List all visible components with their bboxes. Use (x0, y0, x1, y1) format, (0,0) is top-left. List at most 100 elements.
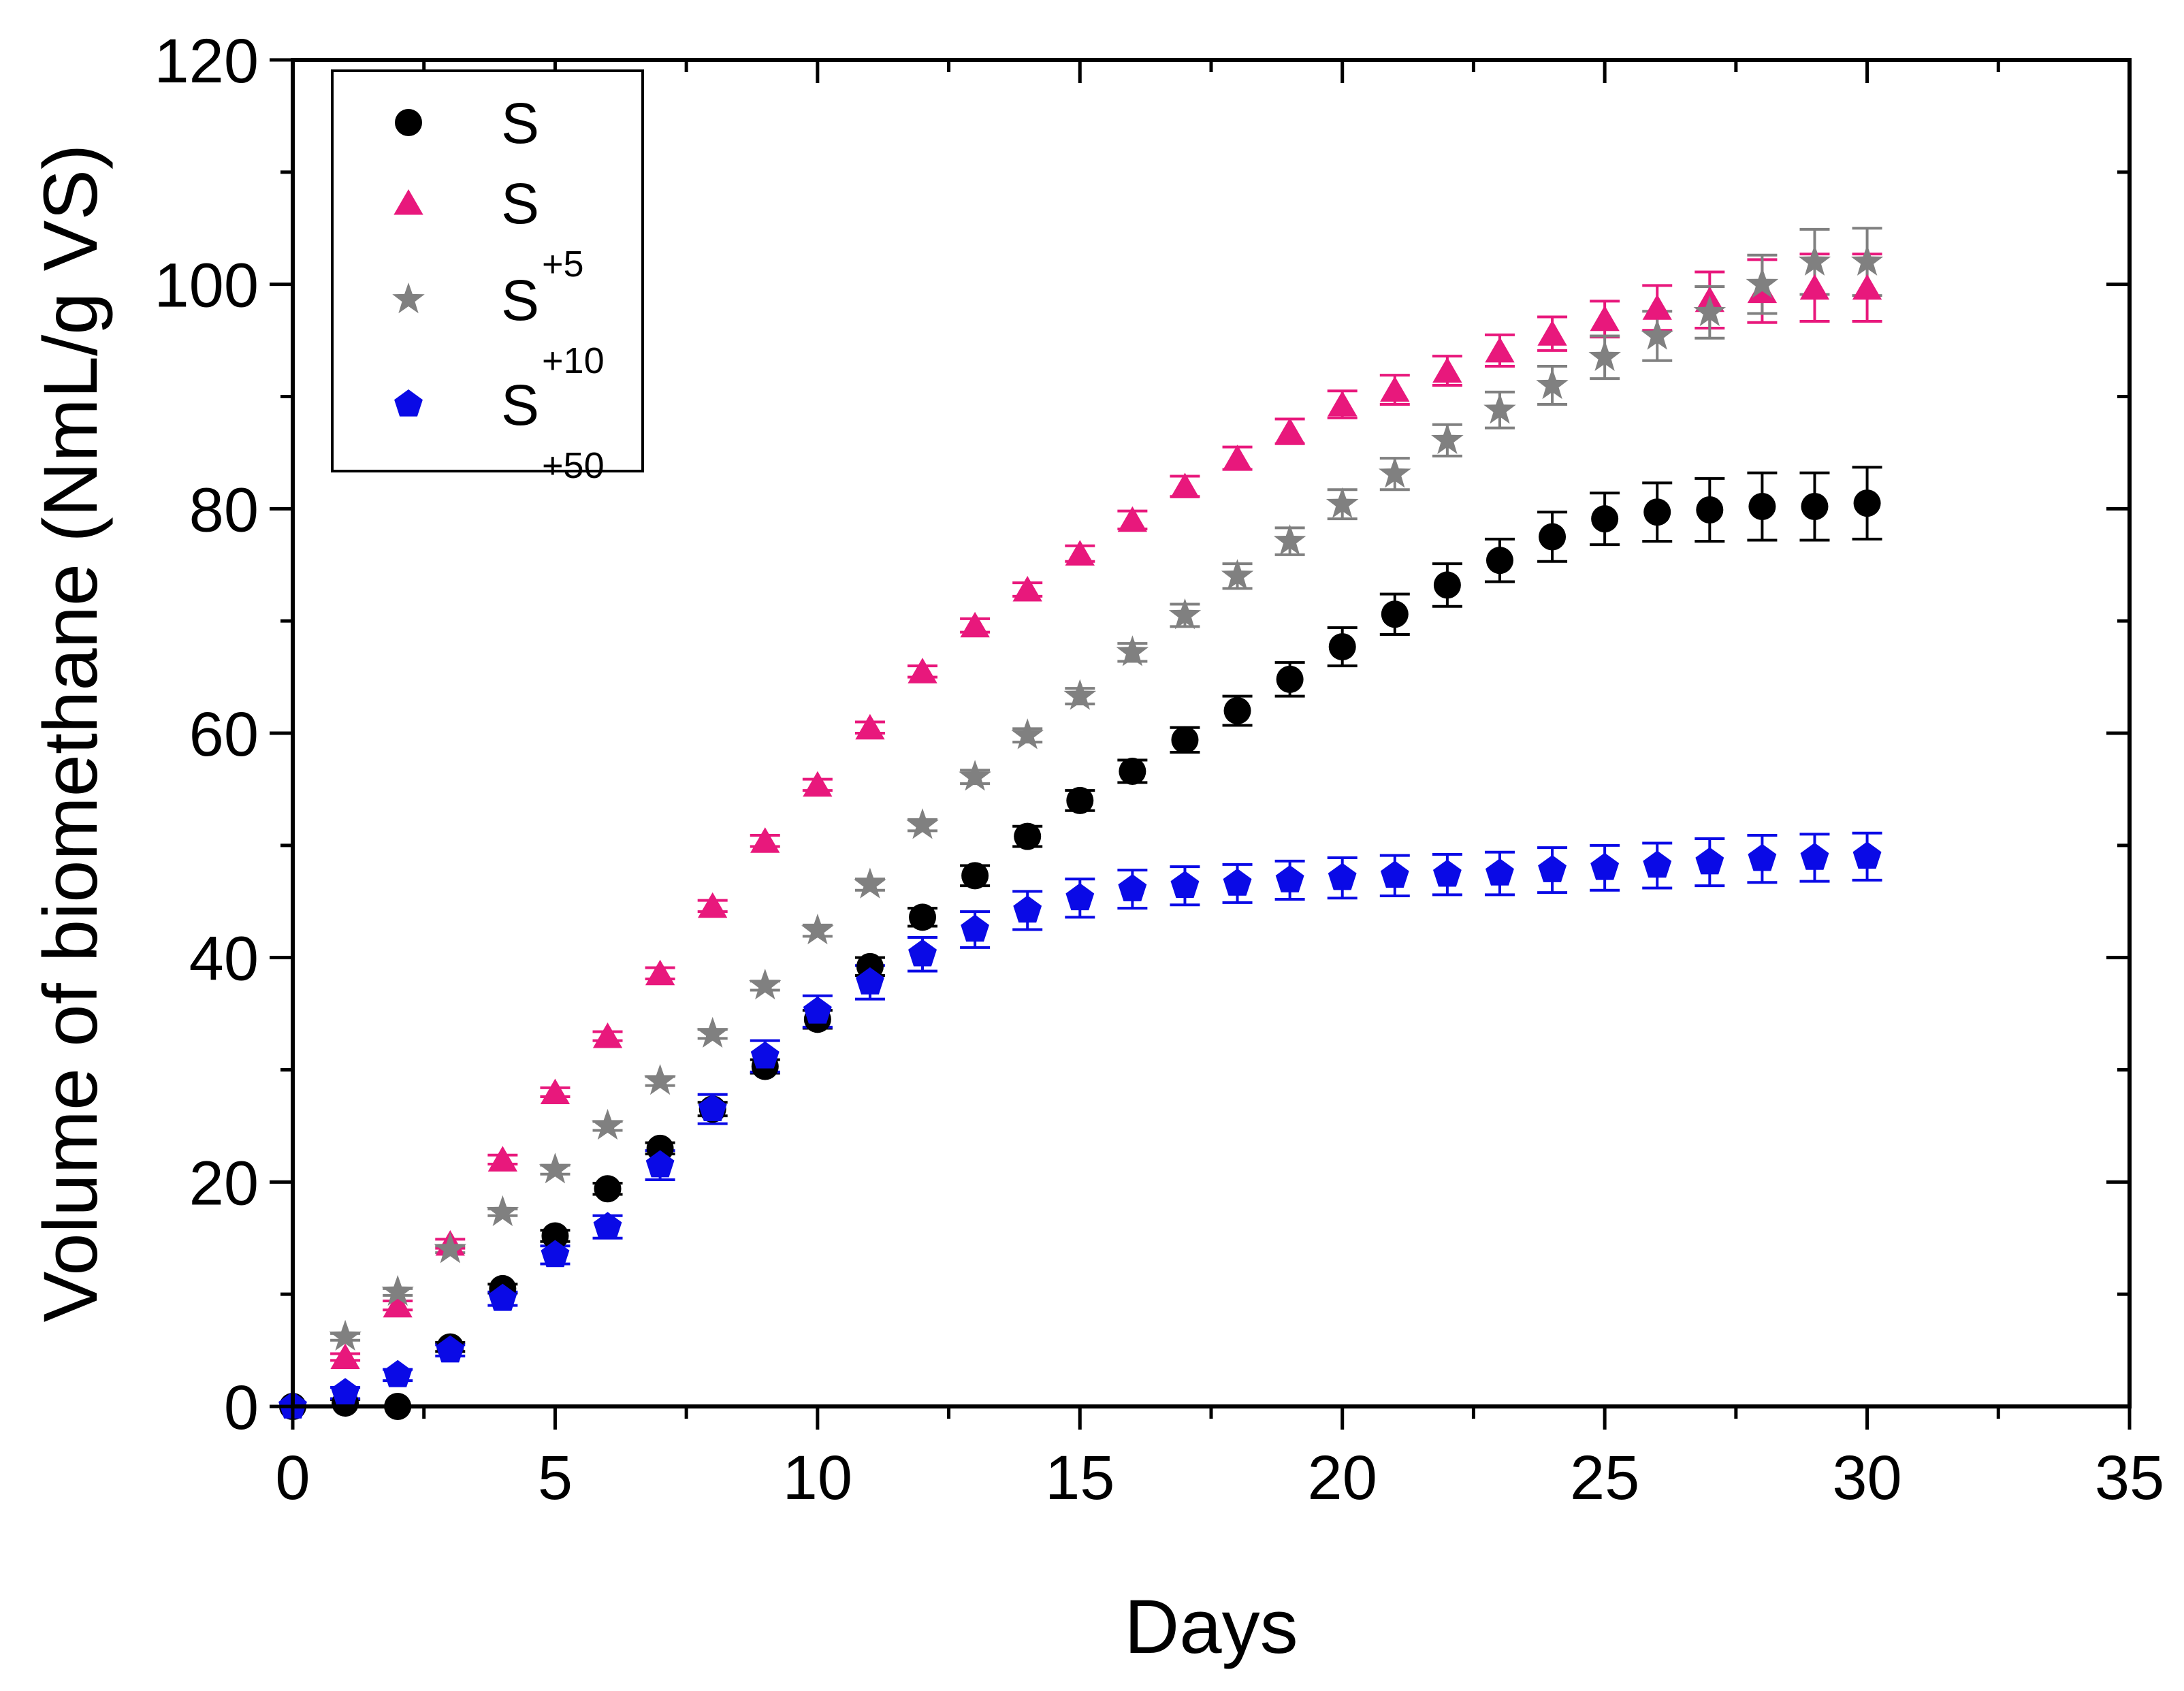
y-tick-label: 60 (189, 700, 259, 769)
series-s50-point (331, 1378, 359, 1405)
series-s-point (541, 1222, 569, 1250)
series-s50-point (1380, 860, 1409, 888)
series-s10-point (854, 867, 886, 899)
data-points (278, 244, 1884, 1420)
legend-s10-label: S (501, 268, 539, 332)
series-s-point (1119, 758, 1146, 786)
x-tick-label: 35 (2095, 1443, 2164, 1513)
series-s5-point (1642, 294, 1672, 320)
series-s5-point (1275, 417, 1305, 444)
series-s10-point (591, 1108, 624, 1140)
series-s5-point (330, 1343, 360, 1369)
series-s50-point (1433, 859, 1462, 887)
series-s5-point (1432, 357, 1462, 383)
series-s50-point (1118, 874, 1147, 901)
series-s10-point (1063, 679, 1097, 710)
series-s10-point (539, 1153, 572, 1184)
series-s50-point (1800, 843, 1829, 870)
legend-s5-label: S (501, 172, 539, 236)
series-s-point (1014, 822, 1042, 850)
legend-s50-label: S (501, 373, 539, 437)
series-s50-point (1643, 850, 1672, 878)
x-tick-label: 5 (538, 1443, 573, 1513)
series-s5-point (592, 1022, 623, 1048)
series-s5-point (1222, 445, 1253, 470)
series-s50-point (1328, 863, 1357, 890)
series-s5-point (1590, 305, 1620, 332)
series-s10-point (1221, 559, 1254, 590)
series-s5-point (1328, 391, 1358, 417)
series-s50-point (436, 1335, 465, 1363)
series-s10-point (1746, 267, 1779, 298)
series-s10-point (1536, 368, 1569, 400)
x-tick-label: 0 (275, 1443, 310, 1513)
series-s-point (1539, 523, 1567, 551)
y-axis-title: Volume of biomethane (NmL/g VS) (28, 144, 113, 1323)
legend-s-label: S (501, 91, 539, 155)
series-s-point (1276, 665, 1304, 693)
series-s-point (961, 862, 989, 890)
series-s5-point (1065, 540, 1095, 566)
series-s-point (1486, 547, 1513, 575)
series-s10-point (643, 1064, 677, 1095)
series-s10-point (696, 1016, 729, 1048)
series-s50-point (1695, 847, 1724, 875)
series-s-point (1748, 493, 1776, 521)
series-s50-point (593, 1212, 622, 1240)
series-s10-point (1326, 487, 1359, 518)
series-s50-point (1065, 883, 1095, 911)
series-s10-point (1011, 718, 1044, 750)
series-s50-point (1486, 858, 1514, 886)
series-s10-point (1693, 295, 1727, 327)
series-s10-point (749, 968, 782, 1000)
legend-s50-subscript: +50 (542, 445, 605, 486)
axes: 0 5 10 15 20 25 30 35 0 20 40 60 80 100 120 (155, 27, 2165, 1513)
y-tick-label: 20 (189, 1148, 259, 1218)
series-s50-point (1223, 868, 1252, 896)
series-s5-point (1380, 376, 1410, 402)
series-s5-point (1852, 274, 1882, 300)
legend-s-marker (395, 109, 422, 136)
series-s50-point (803, 996, 832, 1024)
series-s50-point (383, 1359, 413, 1387)
legend-s50-marker (394, 389, 423, 417)
legend-s10-subscript: +10 (542, 340, 605, 381)
x-tick-label: 20 (1308, 1443, 1377, 1513)
series-s-point (1381, 600, 1409, 628)
series-s-point (1223, 697, 1251, 725)
series-s5-point (383, 1291, 413, 1318)
series-s5-point (487, 1146, 517, 1172)
x-tick-label: 15 (1045, 1443, 1114, 1513)
series-s-point (1591, 505, 1619, 533)
series-s10-point (1588, 340, 1621, 371)
series-s5-point (1170, 472, 1200, 498)
series-s5-point (540, 1078, 571, 1104)
x-tick-label: 10 (783, 1443, 852, 1513)
series-s5-point (1537, 320, 1567, 346)
x-tick-label: 30 (1832, 1443, 1901, 1513)
series-s50-point (1852, 841, 1882, 869)
series-s10-point (329, 1319, 362, 1351)
legend-s10-marker (392, 283, 425, 314)
series-s-point (1328, 633, 1356, 661)
series-s-point (1696, 496, 1724, 524)
series-s50-point (541, 1240, 570, 1268)
y-tick-label: 100 (155, 251, 259, 321)
series-s50-point (908, 939, 937, 967)
x-axis-title: Days (1124, 1584, 1298, 1669)
series-s5-point (1012, 576, 1042, 602)
series-s-point (1433, 571, 1461, 599)
y-tick-label: 40 (189, 924, 259, 994)
legend: SS+5S+10S+50 (331, 69, 644, 486)
series-s10-point (1273, 524, 1306, 555)
series-s10-point (1168, 598, 1202, 630)
series-s-point (1171, 726, 1199, 754)
series-s5-point (908, 658, 937, 683)
y-tick-label: 0 (224, 1373, 259, 1443)
series-s10-point (959, 760, 991, 791)
legend-s5-subscript: +5 (542, 244, 584, 285)
series-s5-point (1117, 506, 1147, 532)
series-s5-point (960, 611, 990, 638)
series-s5-point (855, 713, 885, 740)
series-s-point (1801, 493, 1829, 521)
